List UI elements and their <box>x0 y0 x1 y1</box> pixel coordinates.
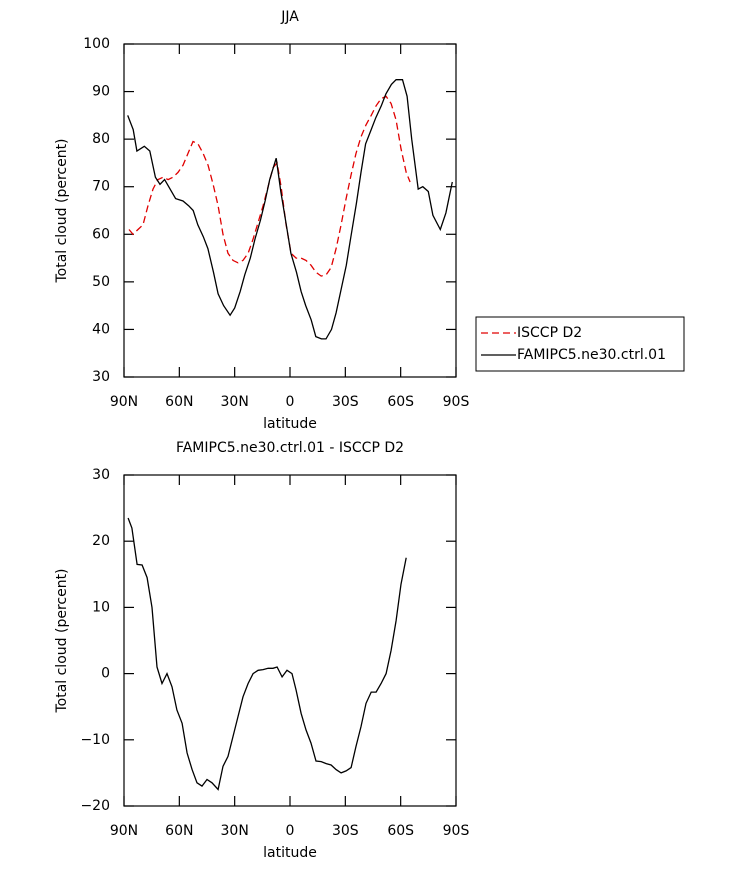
x-tick-label: 90S <box>443 823 470 839</box>
y-tick-label: 0 <box>101 666 110 682</box>
y-tick-label: 20 <box>92 533 110 549</box>
plot-frame <box>123 474 457 807</box>
y-axis-label: Total cloud (percent) <box>54 568 70 713</box>
data-line <box>128 95 411 277</box>
x-tick-label: 0 <box>286 823 295 839</box>
x-tick-label: 30N <box>221 823 249 839</box>
x-tick-label: 90S <box>443 394 470 410</box>
x-tick-label: 90N <box>110 394 138 410</box>
y-tick-label: 30 <box>92 369 110 385</box>
y-tick-label: 50 <box>92 274 110 290</box>
x-axis-label: latitude <box>263 845 317 861</box>
legend-label: FAMIPC5.ne30.ctrl.01 <box>517 347 666 363</box>
y-tick-label: −20 <box>80 798 110 814</box>
y-tick-label: 10 <box>92 599 110 615</box>
x-tick-label: 60N <box>165 823 193 839</box>
y-tick-label: 30 <box>92 467 110 483</box>
y-tick-label: 60 <box>92 226 110 242</box>
y-axis-label: Total cloud (percent) <box>54 138 70 283</box>
x-tick-label: 30S <box>332 823 359 839</box>
y-tick-label: 100 <box>83 36 110 52</box>
y-tick-label: 90 <box>92 84 110 100</box>
y-tick-label: 40 <box>92 321 110 337</box>
x-tick-label: 60N <box>165 394 193 410</box>
data-line <box>127 517 407 791</box>
legend-box <box>475 316 685 372</box>
data-line <box>127 79 453 340</box>
legend-label: ISCCP D2 <box>517 325 582 341</box>
x-tick-label: 90N <box>110 823 138 839</box>
chart-title: JJA <box>280 9 299 25</box>
x-tick-label: 60S <box>387 823 414 839</box>
x-tick-label: 30S <box>332 394 359 410</box>
y-tick-label: 80 <box>92 131 110 147</box>
y-tick-label: −10 <box>80 732 110 748</box>
x-tick-label: 30N <box>221 394 249 410</box>
x-axis-label: latitude <box>263 416 317 432</box>
chart-title: FAMIPC5.ne30.ctrl.01 - ISCCP D2 <box>176 440 404 456</box>
x-tick-label: 60S <box>387 394 414 410</box>
x-tick-label: 0 <box>286 394 295 410</box>
y-tick-label: 70 <box>92 179 110 195</box>
